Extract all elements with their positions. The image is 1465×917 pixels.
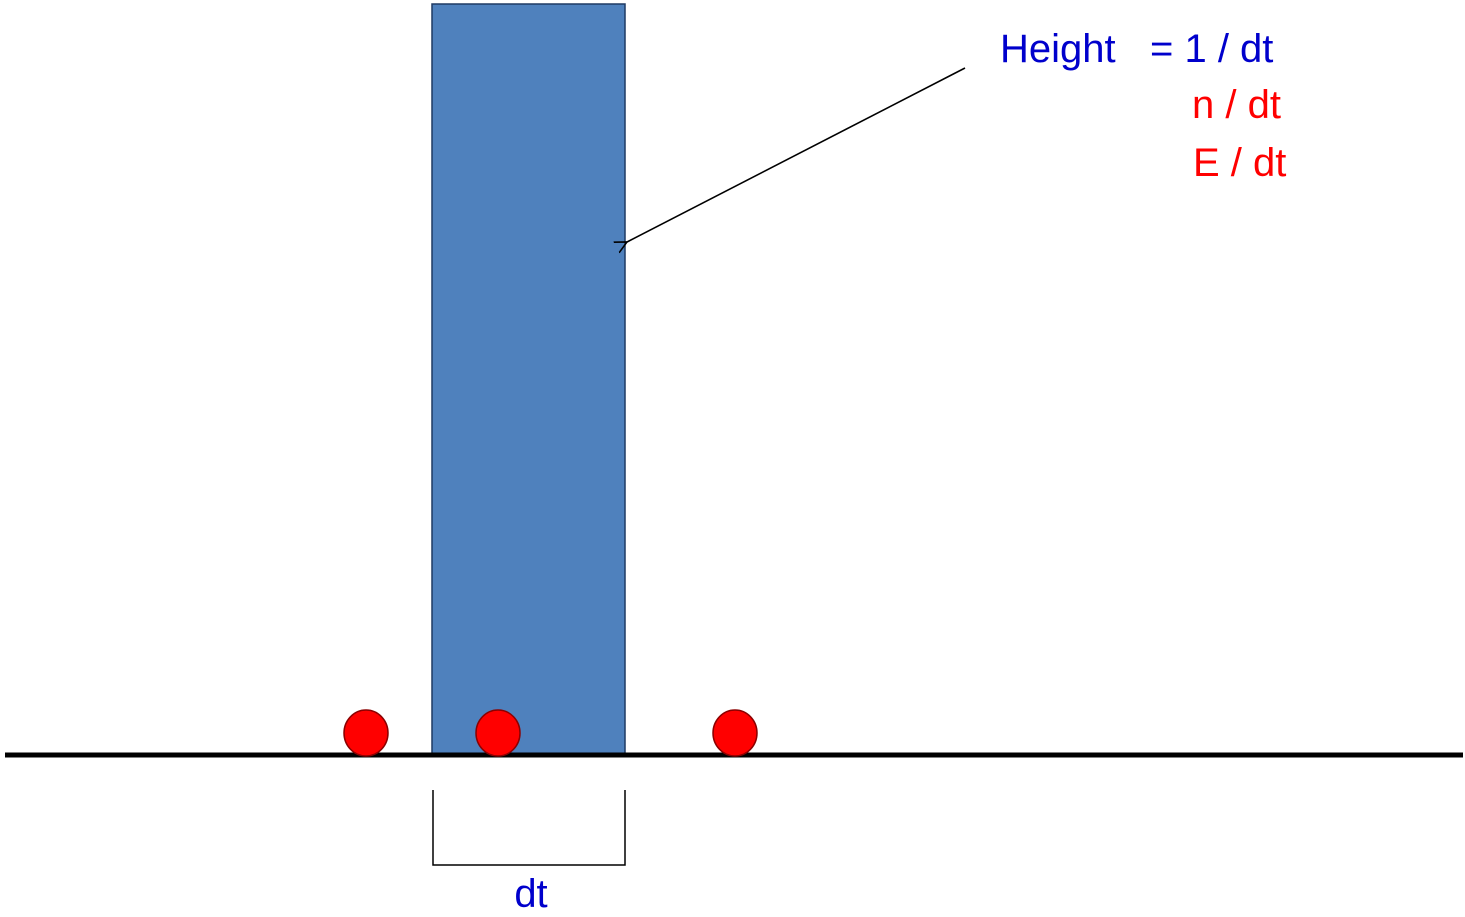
height-label: Height bbox=[1000, 27, 1116, 71]
width-label: dt bbox=[514, 872, 547, 916]
height-arrow bbox=[627, 67, 966, 242]
height-formula-energy: E / dt bbox=[1193, 141, 1286, 185]
particle-left bbox=[343, 709, 389, 757]
particle-right bbox=[712, 709, 758, 757]
particle-inside-bin bbox=[475, 709, 521, 757]
width-bracket bbox=[432, 790, 626, 866]
height-formula-number: n / dt bbox=[1192, 83, 1281, 127]
height-formula-unit: = 1 / dt bbox=[1150, 27, 1273, 71]
histogram-bin bbox=[431, 3, 626, 756]
